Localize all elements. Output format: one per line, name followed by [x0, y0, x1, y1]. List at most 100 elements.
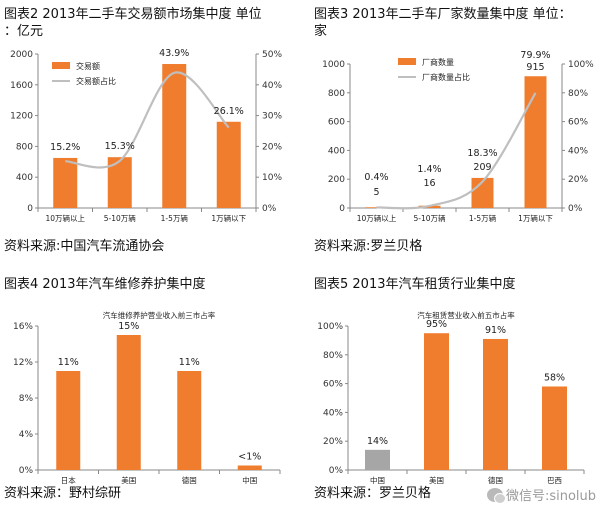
y-tick-label: 400: [328, 146, 345, 156]
y-tick-label: 0%: [19, 466, 34, 476]
bar: [471, 177, 494, 208]
bar: [216, 121, 241, 208]
series-line: [376, 92, 537, 210]
y2-tick-label: 40%: [568, 146, 588, 156]
panel-title: 图表2 2013年二手车交易额市场集中度 单位 ：亿元: [4, 6, 262, 40]
title-line: 图表3 2013年二手车厂家数量集中度 单位：: [314, 7, 572, 22]
legend-label: 厂商数量: [422, 57, 454, 67]
wechat-icon: [486, 487, 506, 504]
x-tick-label: 德国: [182, 475, 197, 485]
bar: [53, 157, 78, 208]
data-label: 15.3%: [105, 141, 135, 152]
y-tick-label: 800: [328, 89, 345, 99]
x-tick-label: 1万辆以下: [211, 213, 246, 223]
watermark-text: 微信号:sinolub: [505, 489, 596, 504]
y-tick-label: 100%: [317, 322, 343, 332]
chart-subtitle: 汽车租赁营业收入前五市占率: [417, 310, 515, 320]
panel-title: 图表5 2013年汽车租赁行业集中度: [314, 276, 516, 293]
bar: [483, 338, 508, 470]
data-label: <1%: [238, 452, 261, 463]
x-tick-label: 中国: [242, 475, 257, 485]
y-tick-label: 0: [27, 204, 33, 214]
y2-tick-label: 0%: [568, 204, 583, 214]
chart-rental-concentration: 汽车租赁营业收入前五市占率 0% 20% 40% 60% 80% 100% 中国 美国 德国 巴西 1…: [317, 310, 585, 485]
panel-rental-concentration: 图表5 2013年汽车租赁行业集中度 汽车租赁营业收入前五市占率 0% 20% 40%…: [300, 260, 600, 510]
panel-transaction-concentration: 图表2 2013年二手车交易额市场集中度 单位 ：亿元 0 400 800 1200 1…: [0, 0, 300, 260]
title-line: 图表2 2013年二手车交易额市场集中度 单位: [4, 7, 262, 22]
data-label: 18.3%: [467, 148, 497, 159]
panel-repair-concentration: 图表4 2013年汽车维修养护集中度 汽车维修养护营业收入前三市占率 0% 4% 8%…: [0, 260, 300, 510]
x-tick-label: 德国: [488, 475, 503, 485]
bar-value-label: 5: [373, 187, 379, 198]
y-tick-label: 60%: [323, 380, 343, 390]
y2-tick-label: 80%: [568, 89, 588, 99]
title-line: 图表4 2013年汽车维修养护集中度: [4, 277, 206, 292]
x-tick-label: 10万辆以上: [357, 213, 397, 223]
panel-title: 图表3 2013年二手车厂家数量集中度 单位： 家: [314, 6, 572, 40]
y-tick-label: 2000: [10, 50, 33, 60]
bar: [237, 465, 262, 470]
data-label: 11%: [58, 357, 79, 368]
source-note: 资料来源：野村综研: [4, 486, 122, 501]
y2-tick-label: 20%: [262, 142, 282, 152]
bar: [177, 371, 202, 470]
bar: [116, 335, 141, 470]
y-tick-label: 16%: [13, 322, 33, 332]
y2-tick-label: 10%: [262, 173, 282, 183]
y2-tick-label: 50%: [262, 50, 282, 60]
x-tick-label: 巴西: [547, 476, 562, 485]
bar: [542, 386, 567, 470]
chart-repair-concentration: 汽车维修养护营业收入前三市占率 0% 4% 8% 12% 16% 日本 美国 德国 中国 11% 15…: [13, 310, 281, 485]
y-tick-label: 200: [328, 175, 345, 185]
y-tick-label: 1600: [10, 81, 33, 91]
chart-subtitle: 汽车维修养护营业收入前三市占率: [103, 310, 216, 320]
title-line: 图表5 2013年汽车租赁行业集中度: [314, 277, 516, 292]
bar: [424, 333, 449, 470]
y-tick-label: 600: [328, 118, 345, 128]
bar: [365, 449, 390, 470]
legend-swatch-bar: [52, 62, 70, 69]
data-label: 14%: [367, 436, 388, 447]
x-tick-label: 5-10万辆: [104, 213, 137, 223]
y-tick-label: 0%: [329, 466, 344, 476]
x-tick-label: 日本: [61, 475, 76, 485]
bar-value-label: 915: [526, 62, 544, 73]
bar-value-label: 16: [423, 178, 435, 189]
y2-tick-label: 60%: [568, 118, 588, 128]
data-label: 15%: [118, 321, 139, 332]
source-note: 资料来源：罗兰贝格: [314, 486, 432, 501]
legend-swatch-bar: [398, 58, 416, 65]
chart-transaction-concentration: 0 400 800 1200 1600 2000 0% 10% 20% 30% 40% 50% 10万辆…: [10, 48, 282, 223]
title-line: ：亿元: [4, 24, 44, 39]
data-label: 58%: [544, 372, 565, 383]
chart-dealer-concentration: 0 200 400 600 800 1000 0% 20% 40% 60% 80% 100% 10万辆以…: [322, 50, 594, 223]
y-tick-label: 1000: [322, 60, 345, 70]
title-line: 家: [314, 24, 328, 39]
data-label: 0.4%: [364, 172, 388, 183]
data-label: 1.4%: [417, 164, 441, 175]
y-tick-label: 8%: [19, 394, 34, 404]
legend-label: 交易额占比: [76, 76, 116, 86]
bar: [56, 371, 81, 470]
y2-tick-label: 20%: [568, 175, 588, 185]
data-label: 26.1%: [214, 106, 244, 117]
data-label: 95%: [426, 319, 447, 330]
data-label: 43.9%: [159, 48, 189, 59]
data-label: 15.2%: [50, 142, 80, 153]
legend-label: 厂商数量占比: [422, 72, 470, 82]
data-label: 11%: [179, 357, 200, 368]
x-tick-label: 中国: [370, 475, 385, 485]
y2-tick-label: 40%: [262, 81, 282, 91]
watermark: 微信号:sinolub: [486, 485, 596, 504]
y2-tick-label: 0%: [262, 204, 277, 214]
y2-tick-label: 30%: [262, 112, 282, 122]
y2-tick-label: 100%: [568, 60, 594, 70]
y-tick-label: 400: [16, 173, 33, 183]
series-line: [65, 71, 230, 169]
y-tick-label: 1200: [10, 112, 33, 122]
panel-dealer-concentration: 图表3 2013年二手车厂家数量集中度 单位： 家 0 200 400 600 800 1…: [300, 0, 600, 260]
legend-label: 交易额: [76, 61, 100, 71]
y-tick-label: 80%: [323, 351, 343, 361]
x-tick-label: 1万辆以下: [518, 213, 553, 223]
x-tick-label: 5-10万辆: [413, 213, 446, 223]
